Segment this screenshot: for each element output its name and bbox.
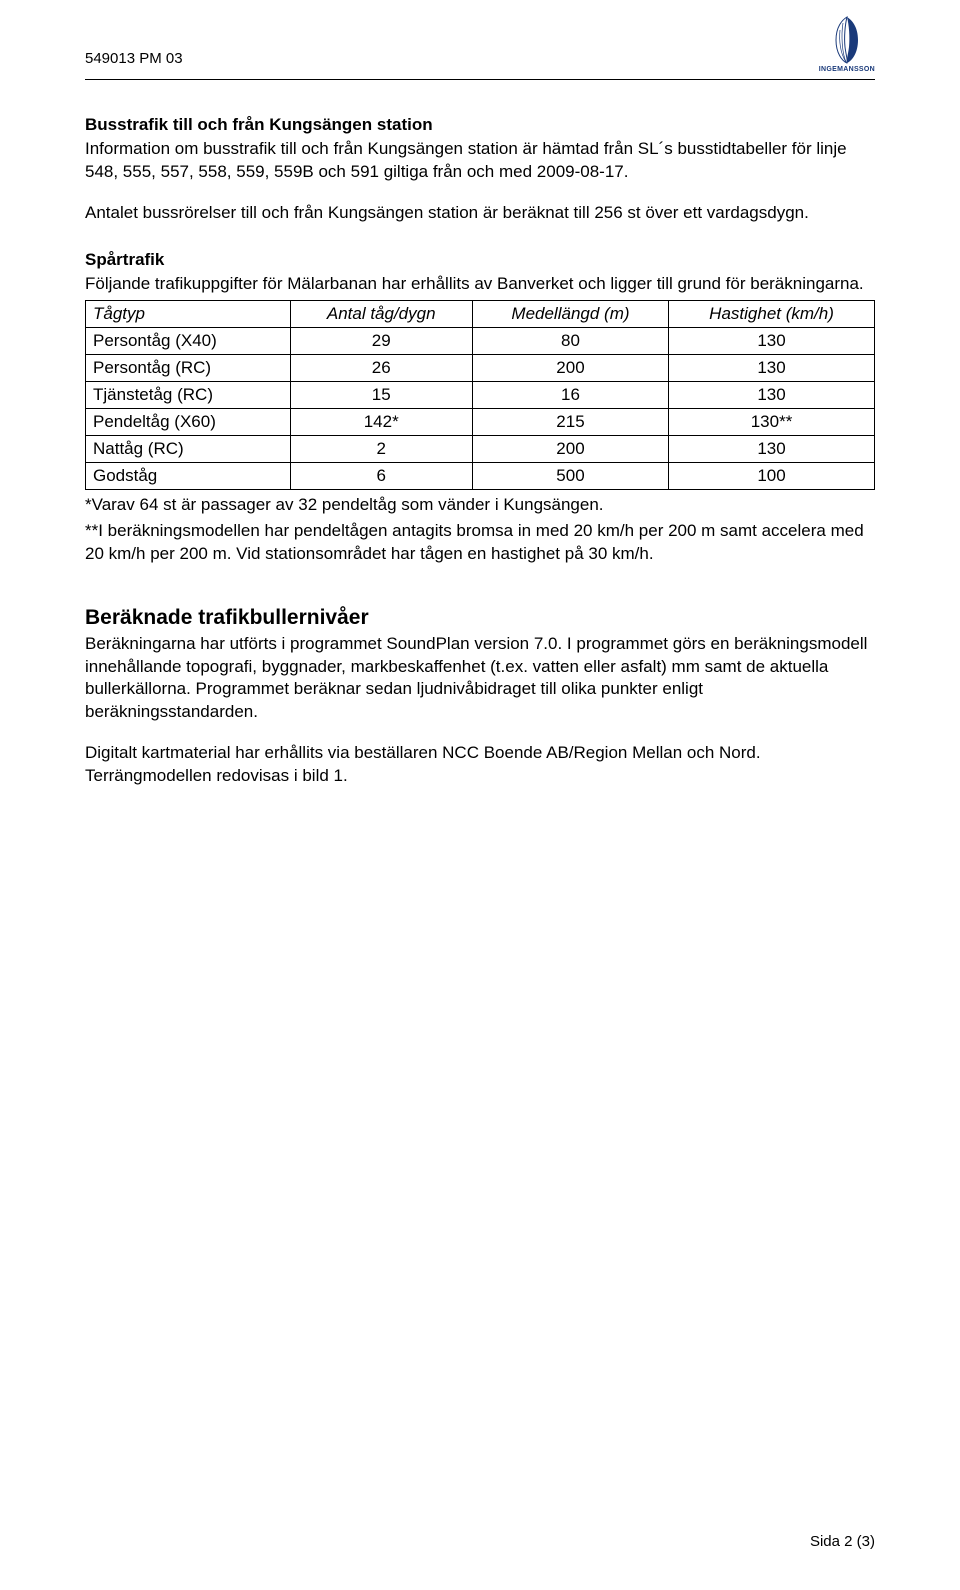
- cell: 130: [669, 381, 875, 408]
- cell: 29: [290, 327, 472, 354]
- doc-id: 549013 PM 03: [85, 50, 183, 67]
- section-title-buss: Busstrafik till och från Kungsängen stat…: [85, 115, 875, 135]
- header-rule: [85, 79, 875, 80]
- table-row: Nattåg (RC) 2 200 130: [86, 435, 875, 462]
- table-body: Persontåg (X40) 29 80 130 Persontåg (RC)…: [86, 327, 875, 489]
- cell: 200: [472, 354, 668, 381]
- berak-para-2: Digitalt kartmaterial har erhållits via …: [85, 742, 875, 788]
- cell: Pendeltåg (X60): [86, 408, 291, 435]
- table-note-1: *Varav 64 st är passager av 32 pendeltåg…: [85, 494, 875, 517]
- col-hast: Hastighet (km/h): [669, 300, 875, 327]
- shell-icon: [828, 15, 866, 65]
- cell: Persontåg (X40): [86, 327, 291, 354]
- cell: 6: [290, 462, 472, 489]
- table-row: Godståg 6 500 100: [86, 462, 875, 489]
- buss-para-1: Information om busstrafik till och från …: [85, 138, 875, 184]
- cell: 200: [472, 435, 668, 462]
- page-header: 549013 PM 03 INGEMANSSON: [85, 50, 875, 73]
- cell: 215: [472, 408, 668, 435]
- brand-logo: INGEMANSSON: [819, 15, 875, 73]
- brand-name: INGEMANSSON: [819, 66, 875, 73]
- cell: Persontåg (RC): [86, 354, 291, 381]
- train-table: Tågtyp Antal tåg/dygn Medellängd (m) Has…: [85, 300, 875, 490]
- cell: 130: [669, 354, 875, 381]
- cell: 100: [669, 462, 875, 489]
- table-note-2: **I beräkningsmodellen har pendeltågen a…: [85, 520, 875, 566]
- cell: 26: [290, 354, 472, 381]
- page-footer: Sida 2 (3): [810, 1533, 875, 1550]
- cell: 130: [669, 327, 875, 354]
- col-medel: Medellängd (m): [472, 300, 668, 327]
- cell: 500: [472, 462, 668, 489]
- cell: 142*: [290, 408, 472, 435]
- cell: Godståg: [86, 462, 291, 489]
- cell: 130**: [669, 408, 875, 435]
- buss-para-2: Antalet bussrörelser till och från Kungs…: [85, 202, 875, 225]
- cell: 16: [472, 381, 668, 408]
- table-row: Persontåg (RC) 26 200 130: [86, 354, 875, 381]
- cell: 15: [290, 381, 472, 408]
- berak-para-1: Beräkningarna har utförts i programmet S…: [85, 633, 875, 725]
- cell: 2: [290, 435, 472, 462]
- table-row: Tjänstetåg (RC) 15 16 130: [86, 381, 875, 408]
- section-title-berak: Beräknade trafikbullernivåer: [85, 606, 875, 630]
- col-antal: Antal tåg/dygn: [290, 300, 472, 327]
- spar-para: Följande trafikuppgifter för Mälarbanan …: [85, 273, 875, 296]
- cell: 130: [669, 435, 875, 462]
- section-title-spar: Spårtrafik: [85, 250, 875, 270]
- document-page: 549013 PM 03 INGEMANSSON Busstrafik till…: [0, 0, 960, 1590]
- table-row: Persontåg (X40) 29 80 130: [86, 327, 875, 354]
- table-row: Pendeltåg (X60) 142* 215 130**: [86, 408, 875, 435]
- cell: Tjänstetåg (RC): [86, 381, 291, 408]
- cell: 80: [472, 327, 668, 354]
- col-tagtyp: Tågtyp: [86, 300, 291, 327]
- table-header-row: Tågtyp Antal tåg/dygn Medellängd (m) Has…: [86, 300, 875, 327]
- cell: Nattåg (RC): [86, 435, 291, 462]
